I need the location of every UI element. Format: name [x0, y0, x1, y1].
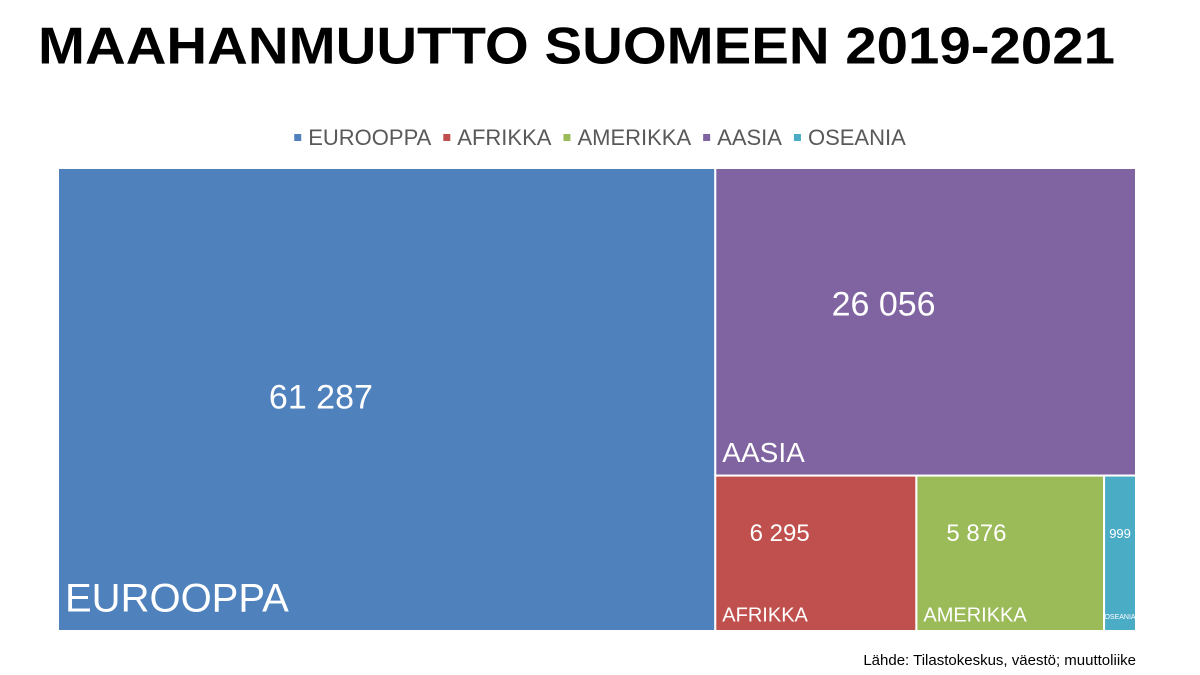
value-label: 999	[1109, 526, 1131, 541]
legend-label: EUROOPPA	[308, 125, 431, 150]
treemap-cell	[714, 474, 918, 632]
legend-marker	[443, 134, 451, 141]
treemap-cell	[1103, 474, 1137, 632]
legend-label: AASIA	[717, 125, 782, 150]
legend-label: OSEANIA	[808, 125, 906, 150]
value-label: 61 287	[269, 378, 373, 416]
value-label: 26 056	[832, 285, 936, 323]
legend-marker	[703, 134, 711, 141]
legend-marker	[294, 134, 302, 141]
category-label: AFRIKKA	[722, 604, 808, 626]
treemap: 61 287 EUROOPPA 6 295 AFRIKKA 5 876 AMERIKKA 2…	[57, 167, 1137, 632]
category-label: AMERIKKA	[923, 604, 1027, 626]
legend-label: AMERIKKA	[577, 125, 691, 150]
category-label: EUROOPPA	[65, 577, 289, 621]
legend-label: AFRIKKA	[457, 125, 551, 150]
treemap-cell	[57, 167, 717, 632]
chart-title: MAAHANMUUTTO SUOMEEN 2019-2021	[38, 18, 1115, 76]
source-note: Lähde: Tilastokeskus, väestö; muuttoliik…	[863, 652, 1136, 669]
legend-marker	[563, 134, 571, 141]
treemap-cell	[714, 167, 1137, 477]
legend-marker	[793, 134, 801, 141]
category-label: AASIA	[722, 437, 805, 468]
treemap-cell	[915, 474, 1106, 632]
category-label: OSEANIA	[1104, 614, 1135, 621]
value-label: 6 295	[750, 520, 810, 547]
legend: EUROOPPA AFRIKKA AMERIKKA AASIA OSEANIA	[294, 125, 906, 150]
value-label: 5 876	[946, 520, 1006, 547]
